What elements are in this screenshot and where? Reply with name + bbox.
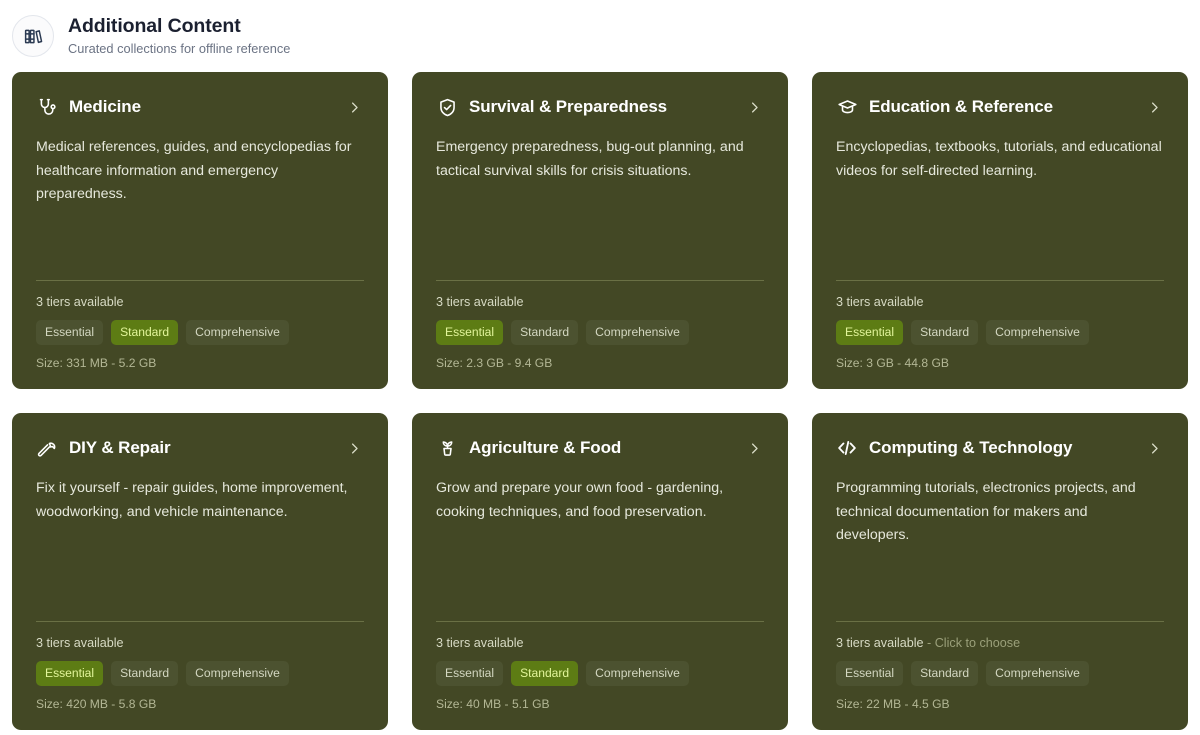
card-divider [436, 280, 764, 281]
tier-badge-comprehensive[interactable]: Comprehensive [186, 661, 289, 686]
tiers-availability-line: 3 tiers available [36, 635, 364, 652]
tier-badge-group: Essential Standard Comprehensive [836, 661, 1164, 686]
card-description: Encyclopedias, textbooks, tutorials, and… [836, 139, 1162, 179]
card-header: Agriculture & Food [436, 435, 764, 461]
tier-badge-essential[interactable]: Essential [36, 320, 104, 345]
tier-badge-group: Essential Standard Comprehensive [836, 320, 1164, 345]
card-header: DIY & Repair [36, 435, 364, 461]
category-card-computing-technology[interactable]: Computing & Technology Programming tutor… [812, 413, 1188, 730]
category-card-education-reference[interactable]: Education & Reference Encyclopedias, tex… [812, 72, 1188, 389]
card-description: Medical references, guides, and encyclop… [36, 139, 352, 202]
card-divider [36, 280, 364, 281]
graduation-cap-icon [836, 96, 858, 118]
page-title: Additional Content [68, 15, 241, 37]
stethoscope-icon [36, 96, 58, 118]
card-title: Survival & Preparedness [469, 97, 668, 116]
page-header: Additional Content Curated collections f… [0, 0, 1200, 60]
tier-badge-standard[interactable]: Standard [911, 661, 979, 686]
category-card-agriculture-food[interactable]: Agriculture & Food Grow and prepare your… [412, 413, 788, 730]
tier-badge-comprehensive[interactable]: Comprehensive [986, 661, 1089, 686]
tiers-availability-line: 3 tiers available [436, 635, 764, 652]
tiers-availability-line: 3 tiers available [36, 294, 364, 311]
tiers-count-label: 3 tiers available [436, 636, 524, 650]
tiers-count-label: 3 tiers available [436, 295, 524, 309]
header-text-block: Additional Content Curated collections f… [68, 14, 290, 58]
wrench-icon [36, 437, 58, 459]
tier-badge-essential[interactable]: Essential [436, 661, 504, 686]
card-description: Emergency preparedness, bug-out planning… [436, 139, 744, 179]
card-description: Grow and prepare your own food - gardeni… [436, 480, 724, 520]
code-brackets-icon [836, 437, 858, 459]
tier-badge-comprehensive[interactable]: Comprehensive [186, 320, 289, 345]
tier-badge-essential[interactable]: Essential [836, 320, 904, 345]
size-range-label: Size: 22 MB - 4.5 GB [836, 697, 950, 711]
tier-badge-comprehensive[interactable]: Comprehensive [586, 320, 689, 345]
card-title: Education & Reference [869, 97, 1054, 116]
card-spacer [436, 183, 764, 280]
category-card-diy-repair[interactable]: DIY & Repair Fix it yourself - repair gu… [12, 413, 388, 730]
tier-badge-standard[interactable]: Standard [511, 320, 579, 345]
card-spacer [436, 524, 764, 621]
tiers-count-label: 3 tiers available [36, 295, 124, 309]
chevron-right-icon[interactable] [1144, 97, 1164, 117]
size-range-label: Size: 3 GB - 44.8 GB [836, 356, 949, 370]
tiers-count-label: 3 tiers available [36, 636, 124, 650]
card-divider [836, 280, 1164, 281]
card-header: Education & Reference [836, 94, 1164, 120]
tier-badge-comprehensive[interactable]: Comprehensive [586, 661, 689, 686]
tiers-availability-line: 3 tiers available [436, 294, 764, 311]
chevron-right-icon[interactable] [344, 438, 364, 458]
tier-badge-group: Essential Standard Comprehensive [36, 661, 364, 686]
tier-badge-group: Essential Standard Comprehensive [436, 320, 764, 345]
chevron-right-icon[interactable] [744, 97, 764, 117]
size-range-label: Size: 40 MB - 5.1 GB [436, 697, 550, 711]
card-header: Survival & Preparedness [436, 94, 764, 120]
page-subtitle: Curated collections for offline referenc… [68, 41, 291, 56]
card-divider [836, 621, 1164, 622]
category-card-medicine[interactable]: Medicine Medical references, guides, and… [12, 72, 388, 389]
tier-badge-standard[interactable]: Standard [111, 320, 179, 345]
size-range-label: Size: 420 MB - 5.8 GB [36, 697, 157, 711]
category-card-survival-preparedness[interactable]: Survival & Preparedness Emergency prepar… [412, 72, 788, 389]
tier-badge-essential[interactable]: Essential [36, 661, 104, 686]
tiers-availability-line: 3 tiers available [836, 294, 1164, 311]
tiers-count-label: 3 tiers available [836, 636, 924, 650]
card-header: Computing & Technology [836, 435, 1164, 461]
tier-badge-standard[interactable]: Standard [911, 320, 979, 345]
card-spacer [36, 207, 364, 281]
card-spacer [36, 524, 364, 621]
card-divider [36, 621, 364, 622]
tiers-count-label: 3 tiers available [836, 295, 924, 309]
size-range-label: Size: 2.3 GB - 9.4 GB [436, 356, 553, 370]
tier-badge-essential[interactable]: Essential [836, 661, 904, 686]
chevron-right-icon[interactable] [1144, 438, 1164, 458]
card-description: Programming tutorials, electronics proje… [836, 480, 1136, 543]
card-title: Computing & Technology [869, 438, 1073, 457]
card-spacer [836, 183, 1164, 280]
tier-badge-essential[interactable]: Essential [436, 320, 504, 345]
shield-check-icon [436, 96, 458, 118]
card-title: Agriculture & Food [469, 438, 622, 457]
chevron-right-icon[interactable] [344, 97, 364, 117]
size-range-label: Size: 331 MB - 5.2 GB [36, 356, 157, 370]
tier-badge-group: Essential Standard Comprehensive [436, 661, 764, 686]
card-divider [436, 621, 764, 622]
tier-badge-group: Essential Standard Comprehensive [36, 320, 364, 345]
card-spacer [836, 548, 1164, 622]
tiers-availability-line: 3 tiers available - Click to choose [836, 635, 1164, 652]
chevron-right-icon[interactable] [744, 438, 764, 458]
library-books-icon [12, 15, 54, 57]
card-header: Medicine [36, 94, 364, 120]
sprout-icon [436, 437, 458, 459]
tier-badge-standard[interactable]: Standard [511, 661, 579, 686]
card-description: Fix it yourself - repair guides, home im… [36, 480, 348, 520]
tier-badge-comprehensive[interactable]: Comprehensive [986, 320, 1089, 345]
card-title: Medicine [69, 97, 141, 116]
tiers-hint-label: - Click to choose [927, 636, 1021, 650]
category-card-grid: Medicine Medical references, guides, and… [12, 72, 1188, 730]
tier-badge-standard[interactable]: Standard [111, 661, 179, 686]
card-title: DIY & Repair [69, 438, 171, 457]
